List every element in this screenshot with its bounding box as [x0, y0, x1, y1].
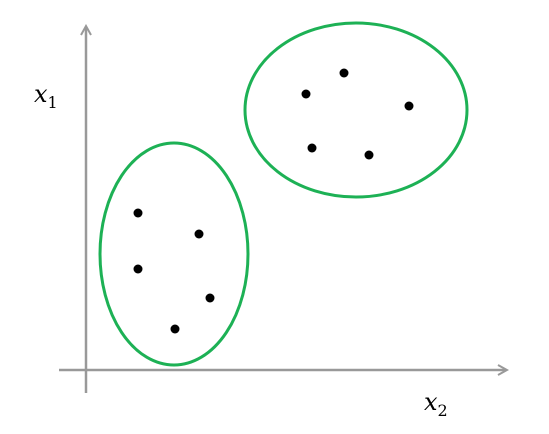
vertical-axis-label-sub: 1: [48, 93, 58, 112]
vertical-axis-label: x1: [34, 80, 58, 112]
cluster-bottom-left-points: [133, 208, 215, 334]
horizontal-axis-label: x2: [424, 388, 448, 420]
data-point: [404, 101, 414, 111]
horizontal-axis-label-sub: 2: [438, 401, 448, 420]
cluster-top-right-points: [301, 68, 414, 160]
data-point: [194, 229, 204, 239]
cluster-bottom-left-outline: [98, 141, 250, 367]
horizontal-axis-label-var: x: [424, 388, 438, 416]
data-point: [307, 143, 317, 153]
data-point: [205, 293, 215, 303]
vertical-axis-label-var: x: [34, 80, 48, 108]
data-point: [133, 208, 143, 218]
data-point: [364, 150, 374, 160]
data-point: [170, 324, 180, 334]
data-point: [301, 89, 311, 99]
data-point: [133, 264, 143, 274]
cluster-top-right-outline: [243, 21, 469, 199]
data-point: [339, 68, 349, 78]
